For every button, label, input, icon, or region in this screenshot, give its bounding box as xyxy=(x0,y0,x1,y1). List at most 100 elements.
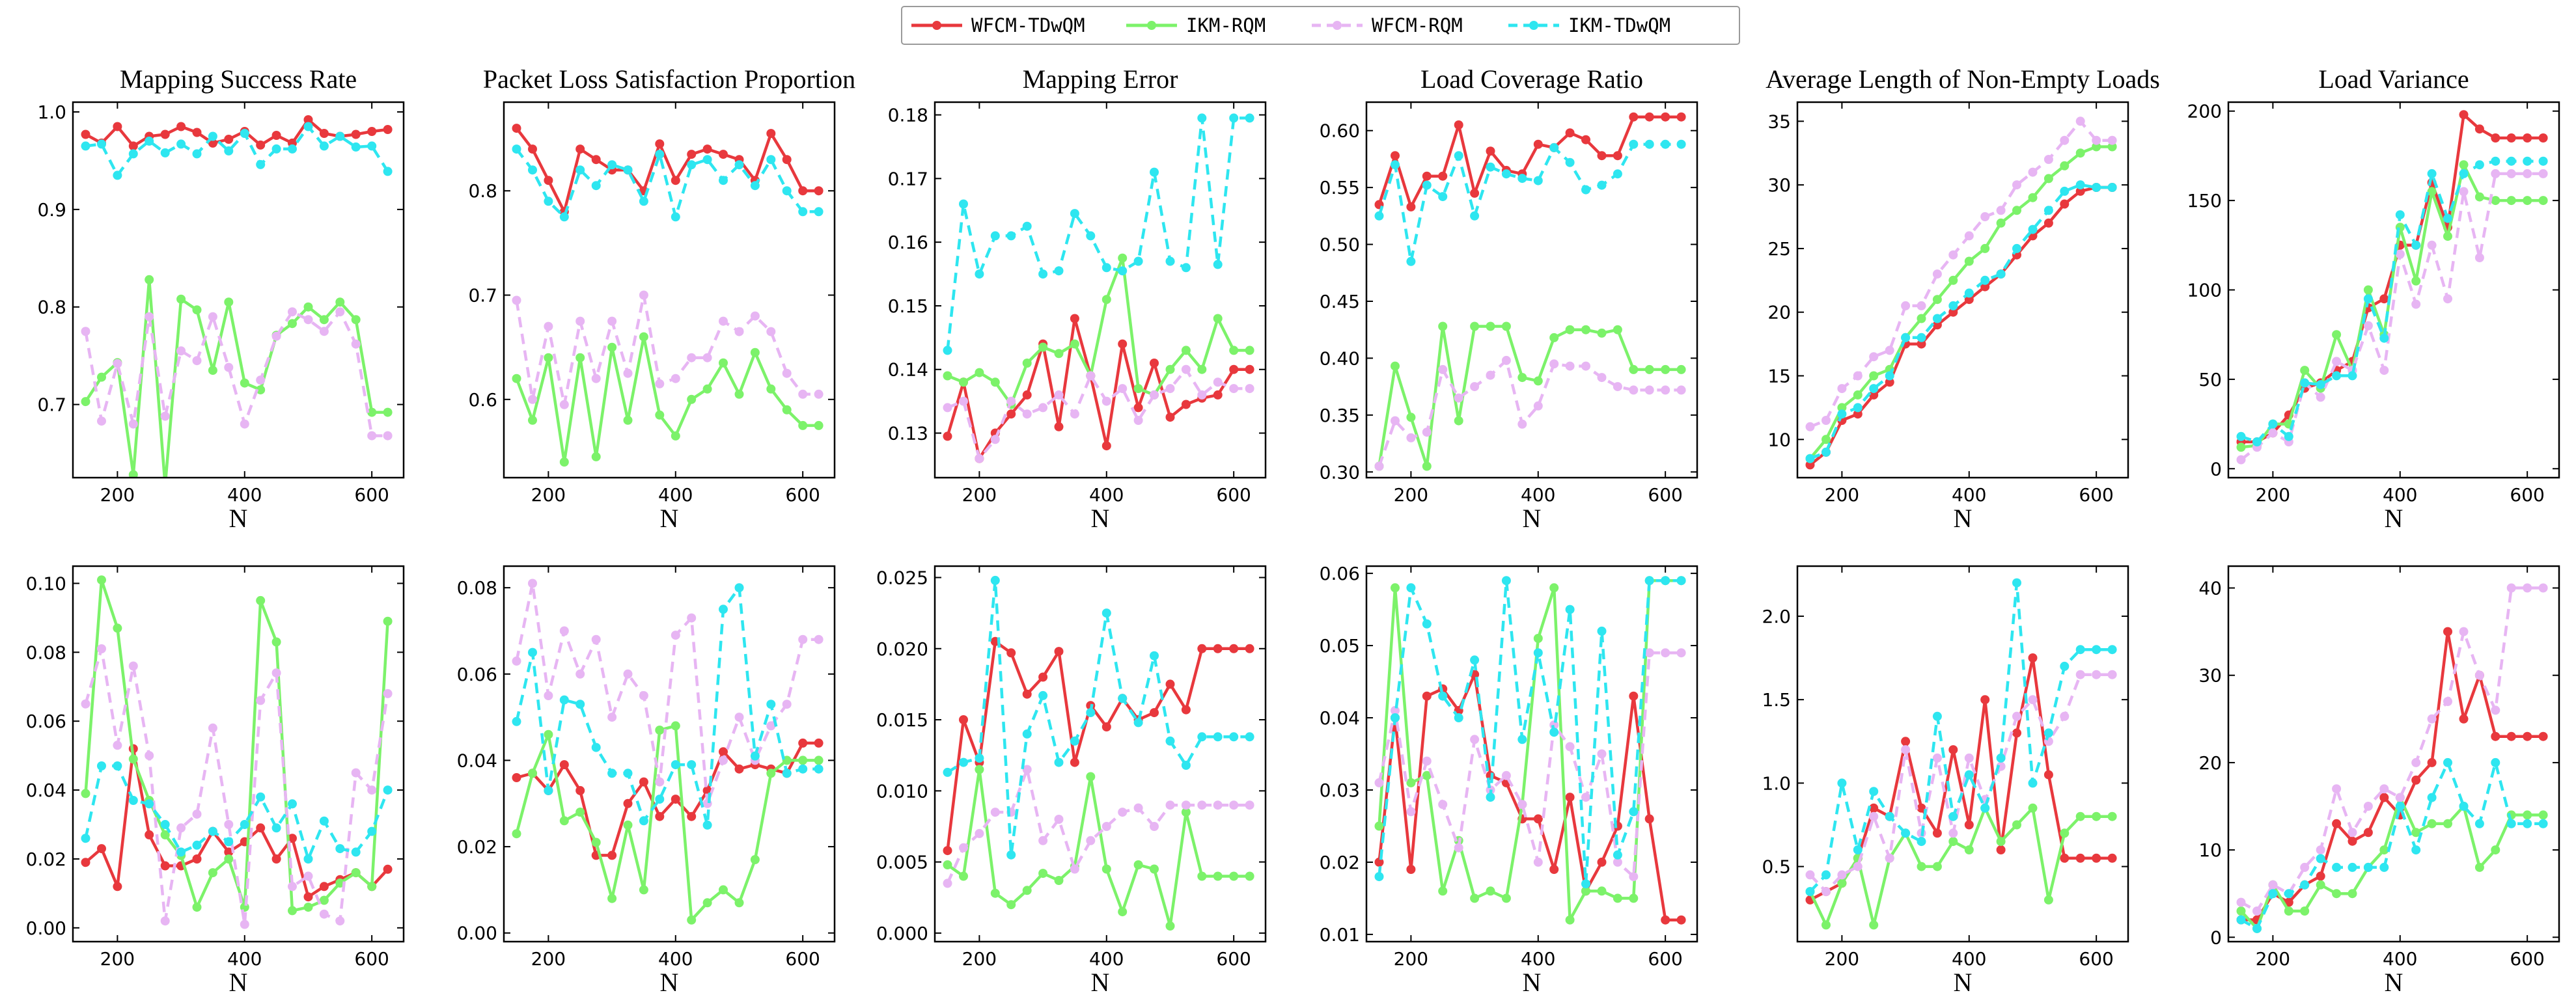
data-point xyxy=(2268,428,2278,438)
y-tick-label: 0.02 xyxy=(26,849,66,870)
data-point xyxy=(2092,142,2101,152)
data-point xyxy=(959,396,968,406)
series-wfcm-rqm xyxy=(512,290,824,409)
data-point xyxy=(607,160,617,170)
series-ikm-tdwqm xyxy=(81,761,393,864)
data-point xyxy=(959,715,968,724)
x-tick-label: 200 xyxy=(1825,948,1859,970)
plot-area xyxy=(943,113,1254,463)
data-point xyxy=(224,362,234,372)
y-tick-label: 0.00 xyxy=(26,918,66,939)
data-point xyxy=(224,820,234,829)
data-point xyxy=(1118,253,1128,263)
data-point xyxy=(687,915,697,925)
data-point xyxy=(303,315,313,325)
data-point xyxy=(2107,811,2117,821)
data-point xyxy=(1101,263,1111,273)
data-point xyxy=(1837,879,1847,888)
data-point xyxy=(766,327,776,336)
data-point xyxy=(798,389,808,399)
y-tick-label: 0.010 xyxy=(876,780,928,802)
data-point xyxy=(383,431,393,441)
data-point xyxy=(814,389,824,399)
data-point xyxy=(559,626,569,636)
y-tick-label: 0.020 xyxy=(876,638,928,660)
x-axis-label: N xyxy=(1091,968,1110,997)
data-point xyxy=(2523,156,2532,166)
data-point xyxy=(671,176,680,185)
data-point xyxy=(1629,364,1639,374)
data-point xyxy=(655,139,665,149)
x-axis-label: N xyxy=(660,968,679,997)
data-point xyxy=(1869,803,1879,813)
data-point xyxy=(2107,183,2117,192)
data-point xyxy=(1150,864,1159,874)
data-point xyxy=(2523,810,2532,820)
data-point xyxy=(544,353,553,362)
x-tick-label: 600 xyxy=(1648,484,1682,506)
x-axis-label: N xyxy=(660,504,679,533)
data-point xyxy=(1054,876,1064,885)
y-tick-label: 0.08 xyxy=(457,577,497,599)
data-point xyxy=(1022,390,1032,400)
data-point xyxy=(192,305,202,315)
data-point xyxy=(814,764,824,774)
data-point xyxy=(814,420,824,430)
data-point xyxy=(2379,333,2389,343)
y-tick-label: 1.0 xyxy=(1762,772,1791,794)
data-point xyxy=(766,384,776,394)
data-point xyxy=(1213,377,1223,387)
data-point xyxy=(2443,232,2452,241)
data-point xyxy=(1197,364,1207,374)
series-line xyxy=(2240,586,2543,913)
x-tick-label: 200 xyxy=(1394,484,1428,506)
chart-panel-load-coverage-ratio: Load Coverage Ratio 200 400 600 0.30 0.35 0.40… xyxy=(1320,64,1698,533)
data-point xyxy=(383,785,393,795)
data-point xyxy=(1549,143,1559,152)
data-point xyxy=(1133,803,1143,813)
data-point xyxy=(176,823,186,833)
data-point xyxy=(1853,845,1863,854)
data-point xyxy=(719,316,728,326)
data-point xyxy=(671,795,680,804)
data-point xyxy=(113,761,122,770)
data-point xyxy=(1501,321,1511,331)
data-point xyxy=(1629,112,1639,122)
data-point xyxy=(2443,697,2452,706)
data-point xyxy=(559,212,569,222)
data-point xyxy=(2395,249,2405,259)
data-point xyxy=(512,773,521,782)
data-point xyxy=(97,761,106,770)
plot-frame xyxy=(72,565,405,943)
data-point xyxy=(1438,886,1448,896)
data-point xyxy=(1837,870,1847,880)
data-point xyxy=(367,407,377,417)
data-point xyxy=(544,729,553,739)
data-point xyxy=(2092,853,2101,863)
data-point xyxy=(2316,845,2325,855)
data-point xyxy=(639,290,648,300)
y-tick-label: 0.13 xyxy=(888,423,928,444)
data-point xyxy=(176,294,186,304)
data-point xyxy=(623,669,633,679)
y-tick-label: 150 xyxy=(2187,190,2222,211)
data-point xyxy=(1229,800,1239,810)
chart-title: Mapping Error xyxy=(1023,64,1178,94)
data-point xyxy=(1565,361,1575,371)
y-tick-label: 0.02 xyxy=(1320,852,1360,873)
series-ikm-tdwqm xyxy=(943,575,1254,860)
data-point xyxy=(288,882,297,892)
data-point xyxy=(1661,648,1670,658)
data-point xyxy=(1197,732,1207,742)
data-point xyxy=(1869,371,1879,381)
data-point xyxy=(591,634,601,644)
data-point xyxy=(959,199,968,209)
data-point xyxy=(528,647,537,657)
data-point xyxy=(1118,808,1128,817)
data-point xyxy=(271,668,281,678)
data-point xyxy=(81,397,90,407)
data-point xyxy=(1486,793,1495,802)
data-point xyxy=(1101,722,1111,731)
data-point xyxy=(319,895,329,905)
x-tick-label: 600 xyxy=(785,484,820,506)
